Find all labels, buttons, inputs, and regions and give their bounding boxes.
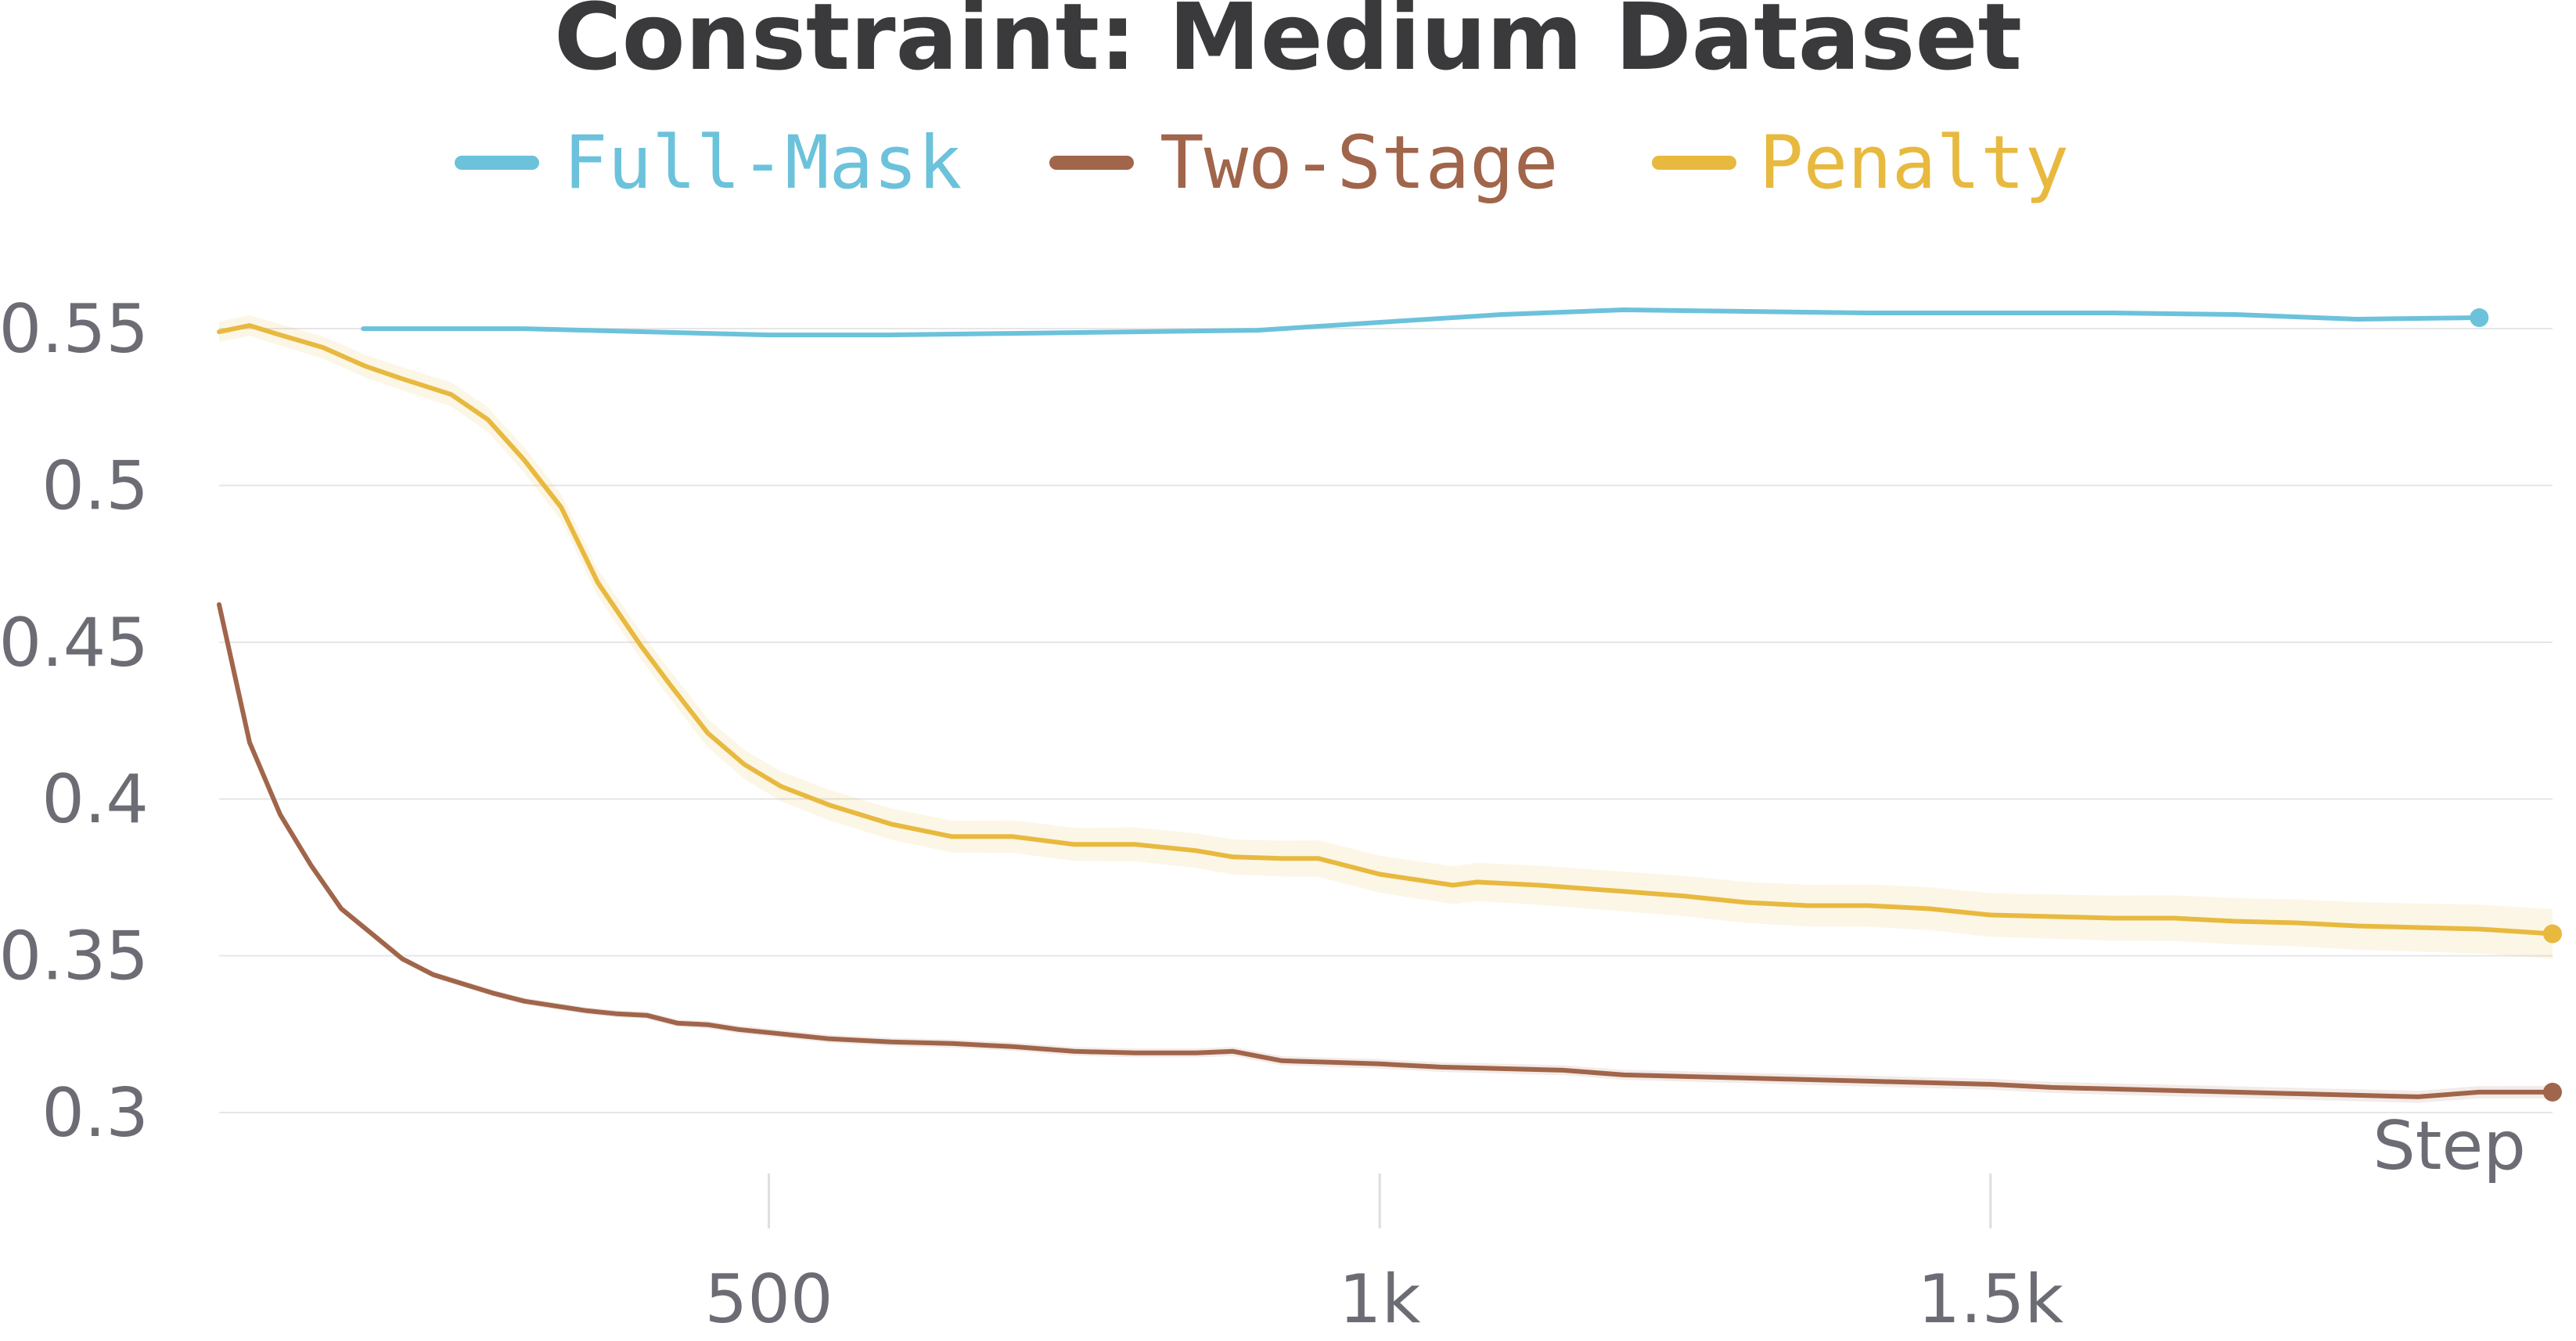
series-endpoint: [2470, 308, 2489, 328]
legend-entry: Full-Mask: [563, 120, 962, 206]
series-line: [217, 602, 2555, 1099]
y-tick-label: 0.3: [41, 1074, 149, 1152]
y-tick-label: 0.55: [0, 290, 149, 369]
y-axis: 0.3 0.35 0.4 0.45 0.5 0.55: [0, 290, 149, 1152]
x-axis: 500 1k 1.5k: [704, 1174, 2063, 1339]
series-endpoint: [2543, 1082, 2562, 1102]
series-line: [217, 323, 2555, 937]
x-tick-label: 500: [704, 1260, 833, 1339]
series-endpoints: [2470, 308, 2562, 1102]
series-lines: [217, 307, 2555, 1099]
series-endpoint: [2543, 924, 2562, 944]
y-tick-label: 0.35: [0, 918, 149, 996]
legend-entry: Penalty: [1759, 120, 2069, 206]
legend: Full-Mask Two-Stage Penalty: [455, 120, 2069, 206]
x-axis-label: Step: [2373, 1107, 2526, 1185]
y-tick-label: 0.5: [41, 447, 149, 525]
chart-title: Constraint: Medium Dataset: [554, 0, 2022, 91]
legend-entry: Two-Stage: [1160, 120, 1558, 206]
series-band: [219, 315, 2553, 959]
y-tick-label: 0.45: [0, 604, 149, 682]
x-tick-label: 1.5k: [1918, 1260, 2064, 1339]
x-tick-label: 1k: [1339, 1260, 1421, 1339]
y-tick-label: 0.4: [41, 760, 149, 839]
series-bands: [219, 315, 2553, 1103]
series-line: [361, 307, 2482, 338]
